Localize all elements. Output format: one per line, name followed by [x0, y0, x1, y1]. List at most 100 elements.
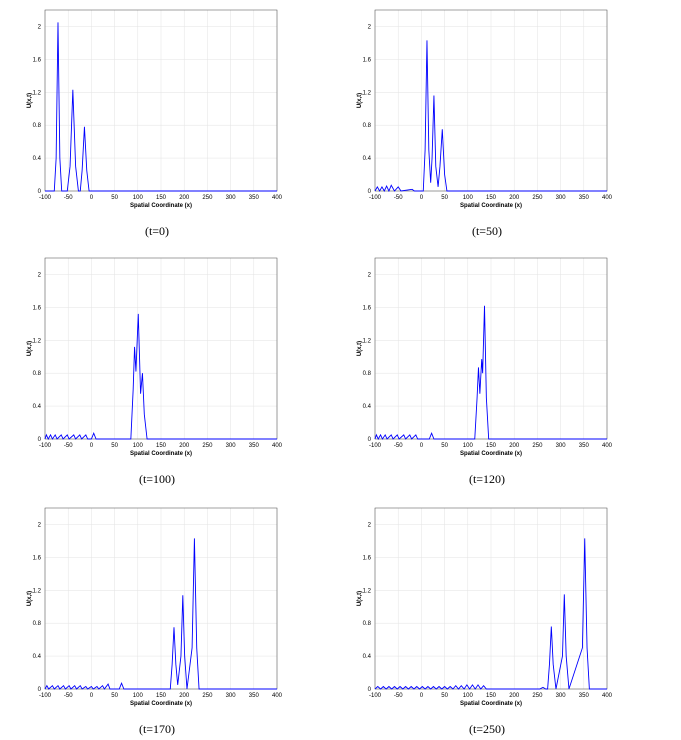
y-tick-label: 1.2	[33, 588, 42, 594]
x-tick-label: 350	[579, 443, 590, 449]
x-tick-label: 0	[420, 693, 424, 699]
y-tick-label: 1.6	[363, 555, 372, 561]
y-tick-label: 1.6	[33, 57, 42, 63]
y-axis-label: U(x,t)	[27, 93, 33, 108]
x-tick-label: 0	[90, 693, 94, 699]
x-tick-label: -100	[369, 443, 382, 449]
y-tick-label: 0.4	[363, 654, 372, 660]
y-tick-label: 1.2	[363, 588, 372, 594]
y-tick-label: 2	[38, 272, 42, 278]
y-tick-label: 1.2	[363, 90, 372, 96]
y-axis-label: U(x,t)	[27, 591, 33, 606]
x-tick-label: 0	[90, 195, 94, 201]
y-tick-label: 0.8	[33, 371, 42, 377]
x-tick-label: 150	[486, 195, 497, 201]
caption: (t=50)	[472, 224, 502, 238]
y-tick-label: 2	[38, 522, 42, 528]
x-tick-label: -50	[64, 443, 73, 449]
x-tick-label: 100	[463, 443, 474, 449]
x-axis-label: Spatial Coordinate (x)	[460, 203, 522, 209]
x-tick-label: 0	[90, 443, 94, 449]
x-tick-label: 400	[602, 693, 613, 699]
data-line	[374, 538, 607, 690]
x-tick-label: 150	[156, 195, 167, 201]
x-tick-label: 300	[556, 693, 567, 699]
y-tick-label: 1.2	[363, 338, 372, 344]
x-tick-label: 200	[179, 443, 190, 449]
y-tick-label: 1.6	[363, 57, 372, 63]
caption: (t=100)	[139, 472, 175, 486]
y-tick-label: 0	[368, 437, 372, 443]
y-axis-label: U(x,t)	[357, 93, 363, 108]
x-axis-label: Spatial Coordinate (x)	[130, 451, 192, 457]
x-tick-label: 250	[532, 195, 543, 201]
y-tick-label: 2	[368, 522, 372, 528]
y-tick-label: 0	[368, 189, 372, 195]
x-tick-label: 200	[179, 693, 190, 699]
y-tick-label: 1.6	[33, 555, 42, 561]
y-axis-label: U(x,t)	[357, 591, 363, 606]
caption: (t=0)	[145, 224, 169, 238]
x-tick-label: 150	[156, 693, 167, 699]
x-tick-label: 100	[463, 693, 474, 699]
x-axis-label: Spatial Coordinate (x)	[460, 451, 522, 457]
y-tick-label: 0	[38, 189, 42, 195]
data-line	[44, 538, 277, 690]
x-tick-label: 200	[179, 195, 190, 201]
x-axis-label: Spatial Coordinate (x)	[130, 701, 192, 707]
x-tick-label: 400	[602, 195, 613, 201]
y-tick-label: 0.8	[363, 123, 372, 129]
data-line	[44, 313, 277, 440]
x-tick-label: 400	[272, 693, 283, 699]
x-tick-label: 100	[133, 693, 144, 699]
x-tick-label: 50	[441, 195, 448, 201]
x-tick-label: 300	[226, 693, 237, 699]
x-tick-label: 50	[111, 693, 118, 699]
x-tick-label: 300	[556, 443, 567, 449]
x-tick-label: 350	[249, 693, 260, 699]
y-tick-label: 1.6	[363, 305, 372, 311]
x-tick-label: 0	[420, 443, 424, 449]
data-line	[374, 40, 607, 193]
caption: (t=120)	[469, 472, 505, 486]
x-tick-label: -100	[369, 693, 382, 699]
x-tick-label: 400	[272, 195, 283, 201]
y-tick-label: 0.4	[33, 404, 42, 410]
x-tick-label: 250	[532, 693, 543, 699]
caption: (t=170)	[139, 722, 175, 736]
y-tick-label: 0.8	[363, 371, 372, 377]
x-tick-label: 250	[532, 443, 543, 449]
x-tick-label: -50	[64, 195, 73, 201]
x-tick-label: 100	[133, 443, 144, 449]
x-tick-label: 400	[602, 443, 613, 449]
y-tick-label: 0.4	[33, 156, 42, 162]
x-tick-label: -50	[394, 693, 403, 699]
x-tick-label: 350	[249, 195, 260, 201]
x-tick-label: 350	[579, 195, 590, 201]
x-tick-label: 0	[420, 195, 424, 201]
x-tick-label: 150	[486, 693, 497, 699]
y-tick-label: 0.8	[363, 621, 372, 627]
y-tick-label: 0.4	[363, 404, 372, 410]
y-tick-label: 1.2	[33, 338, 42, 344]
x-axis-label: Spatial Coordinate (x)	[460, 701, 522, 707]
y-tick-label: 1.6	[33, 305, 42, 311]
x-tick-label: 200	[509, 195, 520, 201]
x-tick-label: -100	[369, 195, 382, 201]
x-tick-label: -50	[394, 443, 403, 449]
x-tick-label: 50	[111, 443, 118, 449]
x-tick-label: 200	[509, 693, 520, 699]
y-axis-label: U(x,t)	[357, 341, 363, 356]
x-tick-label: 200	[509, 443, 520, 449]
y-tick-label: 0	[368, 687, 372, 693]
x-tick-label: 100	[463, 195, 474, 201]
y-axis-label: U(x,t)	[27, 341, 33, 356]
y-tick-label: 0.8	[33, 621, 42, 627]
y-tick-label: 2	[38, 24, 42, 30]
x-tick-label: 250	[202, 693, 213, 699]
x-tick-label: 50	[441, 693, 448, 699]
x-tick-label: 150	[486, 443, 497, 449]
x-tick-label: 50	[111, 195, 118, 201]
x-tick-label: 100	[133, 195, 144, 201]
